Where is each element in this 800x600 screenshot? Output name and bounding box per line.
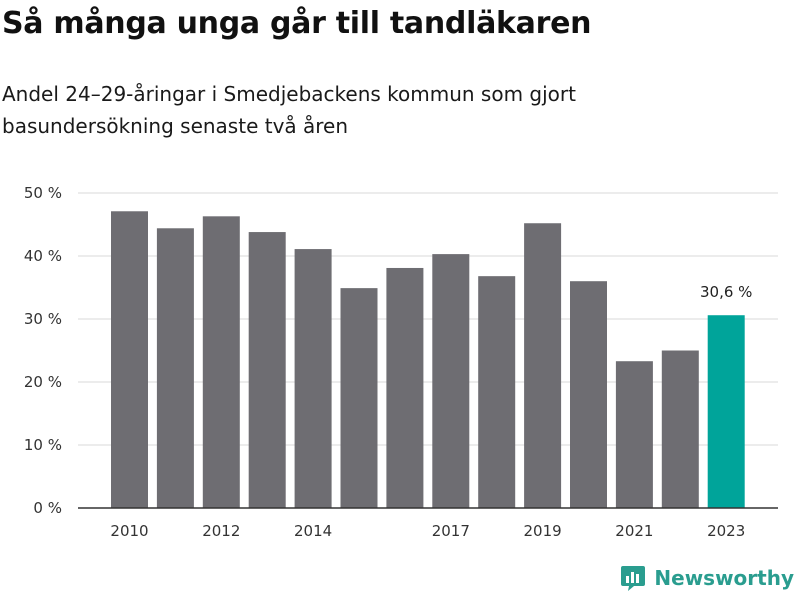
chart-title: Så många unga går till tandläkaren [2, 6, 592, 41]
bar [111, 211, 148, 508]
bar [156, 228, 194, 508]
bar [432, 254, 470, 508]
bar [524, 223, 562, 509]
bar [202, 216, 240, 508]
y-tick-label: 50 % [24, 184, 62, 202]
x-tick-label: 2017 [432, 522, 470, 540]
chart-subtitle: Andel 24–29-åringar i Smedjebackens komm… [2, 82, 576, 138]
y-tick-label: 20 % [24, 373, 62, 391]
y-tick-label: 0 % [33, 499, 62, 517]
x-tick-label: 2019 [524, 522, 562, 540]
brand-name: Newsworthy [654, 566, 794, 590]
x-tick-label: 2012 [202, 522, 240, 540]
bar [294, 249, 332, 508]
x-tick-label: 2023 [707, 522, 745, 540]
x-tick-label: 2010 [110, 522, 148, 540]
bar [707, 315, 745, 508]
x-tick-label: 2014 [294, 522, 332, 540]
brand-logo: Newsworthy [620, 564, 794, 592]
bar [340, 288, 378, 508]
bar [248, 232, 286, 508]
y-tick-label: 10 % [24, 436, 62, 454]
bar [478, 276, 516, 508]
newsworthy-logo-icon [621, 566, 646, 591]
y-tick-label: 40 % [24, 247, 62, 265]
bar [661, 350, 699, 508]
bar [570, 281, 607, 508]
bar [386, 267, 424, 508]
x-tick-label: 2021 [615, 522, 653, 540]
data-label: 30,6 % [700, 283, 752, 301]
bar [615, 361, 653, 508]
y-tick-label: 30 % [24, 310, 62, 328]
